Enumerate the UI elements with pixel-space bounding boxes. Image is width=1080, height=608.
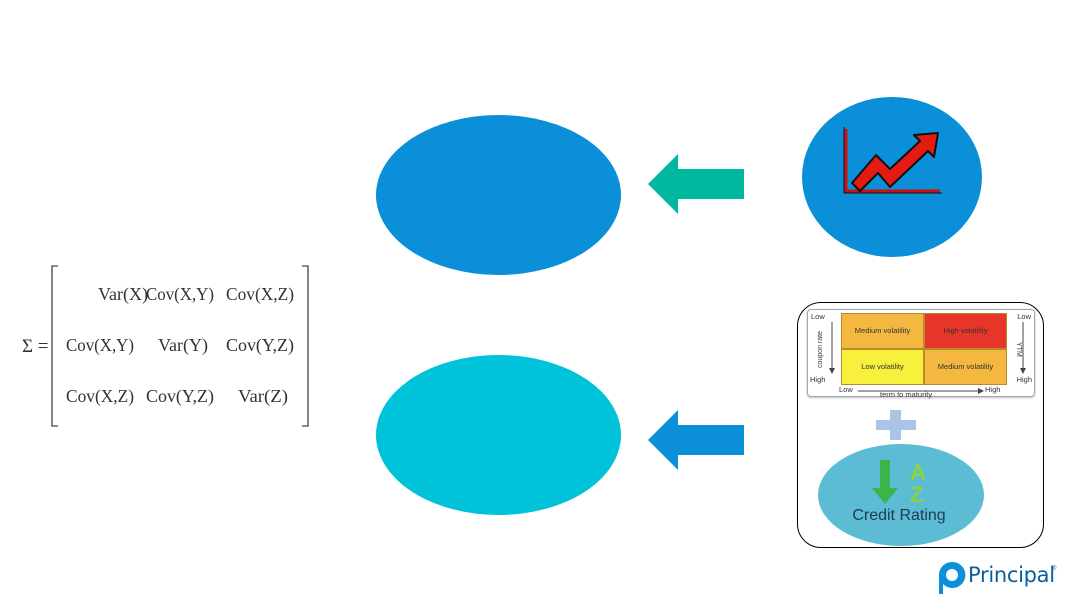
ytm-axis-arrow-icon: [1020, 322, 1026, 374]
rating-letter-a: A: [910, 460, 926, 485]
ytm-label: YTM: [1015, 342, 1022, 357]
credit-rating-label: Credit Rating: [852, 507, 946, 524]
ytm-axis-low: Low: [1017, 312, 1031, 321]
matrix-cell: Cov(X,Z): [226, 284, 294, 305]
cell-medium-volatility-top: Medium volatility: [841, 313, 924, 349]
matrix-cell: Cov(Y,Z): [146, 386, 214, 407]
term-axis-low: Low: [839, 385, 853, 394]
sigma-symbol: Σ =: [22, 336, 49, 357]
matrix-cell: Cov(X,Y): [146, 284, 214, 305]
matrix-cell: Var(X): [98, 284, 148, 305]
matrix-cell: Var(Y): [158, 335, 208, 356]
trend-circle: [802, 97, 982, 257]
term-to-maturity-label: term to maturity: [880, 390, 933, 399]
coupon-axis-low: Low: [811, 312, 825, 321]
cell-high-volatility: High volatility: [924, 313, 1007, 349]
principal-logo-icon: [939, 561, 966, 594]
cell-low-volatility: Low volatility: [841, 349, 924, 385]
term-axis-high: High: [985, 385, 1001, 394]
top-blue-ellipse: [376, 115, 621, 275]
coupon-axis-arrow-icon: [829, 322, 835, 374]
matrix-cell: Cov(X,Y): [66, 335, 134, 356]
coupon-rate-label: coupon rate: [817, 331, 824, 368]
registered-mark: ®: [1052, 566, 1057, 572]
ytm-axis-high: High: [1016, 375, 1032, 384]
volatility-matrix: Low High Low High coupon rate YTM Medium…: [807, 309, 1035, 399]
rating-letter-z: Z: [910, 482, 923, 506]
sort-down-icon: A Z: [872, 460, 926, 506]
credit-rating-ellipse: A Z: [818, 444, 984, 546]
matrix-cell: Cov(X,Z): [66, 386, 134, 407]
left-bracket: [51, 265, 58, 427]
bottom-cyan-ellipse: [376, 355, 621, 515]
matrix-cell: Cov(Y,Z): [226, 335, 294, 356]
right-bracket: [302, 265, 309, 427]
plus-icon: [876, 410, 916, 440]
coupon-axis-high: High: [810, 375, 826, 384]
teal-left-arrow-icon: [648, 154, 744, 214]
cell-medium-volatility-bottom: Medium volatility: [924, 349, 1007, 385]
trend-up-icon: [843, 127, 942, 194]
covariance-matrix: Σ = Var(X) Cov(X,Y) Cov(X,Z) Cov(X,Y) Va…: [22, 265, 309, 427]
blue-left-arrow-icon: [648, 410, 744, 470]
principal-logo-text: Principal: [968, 563, 1055, 587]
term-axis-arrow-icon: [858, 388, 984, 394]
matrix-cell: Var(Z): [238, 386, 288, 407]
